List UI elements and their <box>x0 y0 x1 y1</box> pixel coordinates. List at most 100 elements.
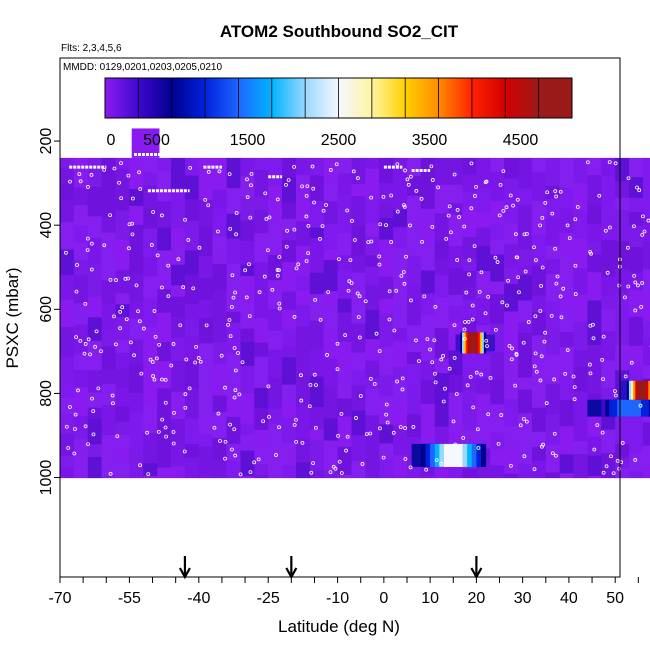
heatmap-cell <box>198 475 214 479</box>
sample-marker <box>384 412 389 417</box>
heatmap-cell <box>143 355 158 387</box>
heatmap-cell <box>434 297 450 329</box>
heatmap-cell <box>254 356 269 389</box>
sample-marker <box>477 289 482 294</box>
sample-marker <box>263 191 268 196</box>
sample-marker <box>227 318 232 322</box>
sample-marker <box>355 176 360 181</box>
sample-marker <box>637 188 642 193</box>
sample-marker <box>160 417 165 422</box>
heatmap-cell <box>254 444 269 465</box>
sample-marker <box>474 184 478 189</box>
heatmap-cell <box>184 157 200 177</box>
sample-marker <box>83 424 88 429</box>
heatmap-cell <box>448 268 464 296</box>
sample-marker <box>605 270 610 275</box>
sample-marker <box>534 258 538 263</box>
heatmap-cell <box>490 465 505 479</box>
heatmap-cell <box>101 454 117 477</box>
sample-marker <box>228 227 233 231</box>
heatmap-cell <box>240 393 255 425</box>
heatmap-cell <box>184 336 200 362</box>
y-tick-label: 200 <box>38 128 55 155</box>
heatmap-cell <box>420 208 436 220</box>
sample-marker <box>156 429 161 434</box>
heatmap-cell <box>531 383 547 409</box>
heatmap-cell <box>642 321 650 338</box>
sample-marker <box>247 262 251 267</box>
heatmap-cell <box>531 157 547 173</box>
heatmap-cell <box>490 352 505 381</box>
heatmap-cell <box>87 370 103 394</box>
heatmap-cell <box>629 212 644 227</box>
sample-marker <box>277 255 282 259</box>
sample-marker <box>198 359 203 364</box>
sample-marker <box>154 356 159 361</box>
sample-marker <box>377 349 382 354</box>
sample-marker <box>325 353 329 357</box>
heatmap-cell <box>295 221 311 247</box>
heatmap-cell <box>573 183 589 212</box>
heatmap-cell <box>559 157 575 188</box>
heatmap-cell <box>531 460 547 479</box>
hotspot-cell <box>601 399 606 417</box>
heatmap-cell <box>129 318 144 341</box>
hotspot-cell <box>476 332 479 354</box>
sample-marker <box>111 401 115 406</box>
sample-marker <box>447 204 452 209</box>
flights-note: Flts: 2,3,4,5,6 <box>61 43 122 54</box>
sample-marker <box>640 281 645 285</box>
heatmap-cell <box>601 331 616 362</box>
heatmap-cell <box>323 440 339 471</box>
hotspot-cell <box>643 380 647 400</box>
heatmap-cell <box>60 200 75 223</box>
heatmap-cell <box>115 210 130 241</box>
sample-marker <box>304 214 309 219</box>
heatmap-cell <box>157 273 172 290</box>
heatmap-cell <box>101 369 117 385</box>
heatmap-cell <box>184 175 200 200</box>
sample-marker <box>233 388 238 393</box>
sample-marker <box>113 342 118 347</box>
sample-marker <box>119 161 123 166</box>
sample-marker <box>334 162 339 167</box>
y-tick-label: 400 <box>38 212 55 239</box>
heatmap-cell <box>629 290 644 318</box>
sample-marker <box>496 441 501 446</box>
sample-marker <box>163 425 168 430</box>
heatmap-cell <box>198 185 214 201</box>
heatmap-cell <box>295 276 311 291</box>
sample-marker <box>613 389 617 394</box>
sample-marker <box>237 392 242 397</box>
sample-marker <box>381 194 386 199</box>
colorbar-segment <box>171 78 206 118</box>
sample-marker <box>277 301 282 306</box>
heatmap-cell <box>518 332 533 361</box>
heatmap-cell <box>212 395 228 413</box>
heatmap-cell <box>226 213 242 240</box>
heatmap-cell <box>254 210 269 234</box>
sample-marker <box>406 182 411 187</box>
sample-marker <box>484 338 489 343</box>
heatmap-cell <box>240 175 255 198</box>
sample-marker <box>91 432 96 437</box>
x-tick-label: -25 <box>257 590 280 607</box>
heatmap-cell <box>531 265 547 297</box>
heatmap-cell <box>490 157 505 173</box>
heatmap-cell <box>198 227 214 257</box>
heatmap-cell <box>587 455 602 477</box>
sample-marker <box>623 374 628 379</box>
sample-marker <box>232 346 237 350</box>
sample-marker <box>266 384 271 389</box>
heatmap-cell <box>309 238 325 260</box>
sample-marker <box>82 351 87 356</box>
sample-marker <box>324 203 328 207</box>
heatmap-cell <box>573 391 589 412</box>
heatmap-cell <box>393 227 408 249</box>
sample-marker <box>447 366 452 371</box>
heatmap-cell <box>226 238 242 265</box>
heatmap-cell <box>504 223 519 245</box>
sample-marker <box>90 396 94 401</box>
heatmap-cell <box>60 379 75 398</box>
sample-marker <box>469 206 474 211</box>
